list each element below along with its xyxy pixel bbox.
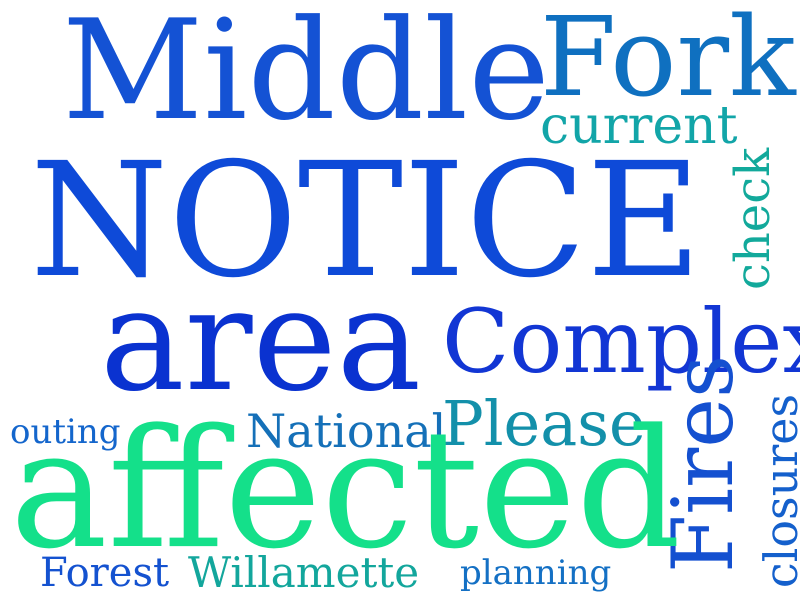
word-check: check: [725, 147, 781, 290]
word-closures: closures: [754, 393, 800, 589]
word-affected: affected: [10, 394, 682, 585]
word-fork: Fork: [540, 0, 796, 121]
word-notice: NOTICE: [30, 129, 702, 313]
word-middle: Middle: [62, 0, 550, 151]
word-complex: Complex: [442, 290, 800, 393]
word-forest: Forest: [40, 550, 170, 596]
word-please: Please: [442, 387, 646, 460]
word-current: current: [540, 96, 738, 156]
word-national: National: [246, 404, 447, 458]
word-planning: planning: [460, 553, 612, 593]
word-outing: outing: [10, 412, 121, 452]
word-area: area: [100, 258, 422, 423]
word-willamette: Willamette: [188, 548, 420, 597]
